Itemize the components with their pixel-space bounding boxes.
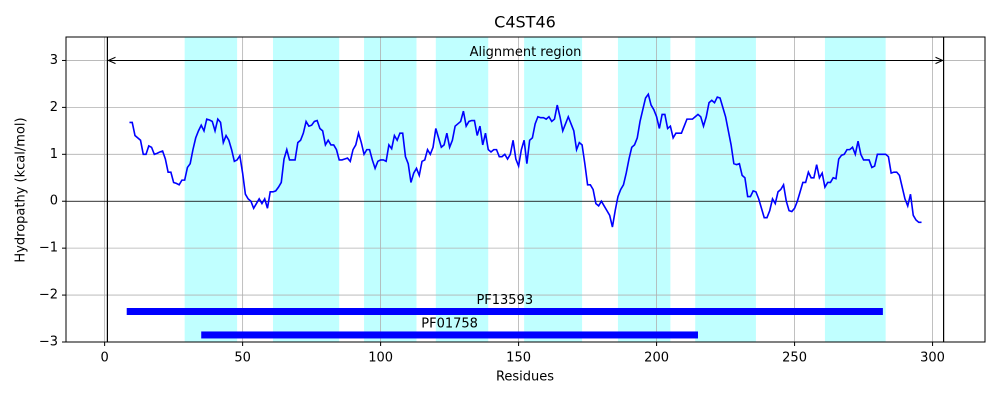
x-tick-label: 0 bbox=[100, 351, 108, 366]
domain-bar bbox=[201, 331, 698, 339]
hydrophobic-region bbox=[272, 37, 340, 342]
hydrophobic-region bbox=[824, 37, 886, 342]
chart-title: C4ST46 bbox=[494, 13, 556, 32]
hydrophobic-region bbox=[184, 37, 238, 342]
x-tick-label: 50 bbox=[234, 351, 251, 366]
y-tick-label: −2 bbox=[39, 288, 58, 303]
alignment-label: Alignment region bbox=[470, 45, 582, 60]
domain-label: PF01758 bbox=[421, 316, 478, 331]
y-tick-label: 3 bbox=[50, 53, 58, 68]
y-tick-label: −3 bbox=[39, 335, 58, 350]
domain-bar bbox=[126, 308, 883, 315]
x-tick-label: 250 bbox=[782, 351, 807, 366]
hydrophobic-region bbox=[435, 37, 489, 342]
y-tick-label: 1 bbox=[50, 147, 58, 162]
x-tick-label: 100 bbox=[368, 351, 393, 366]
hydrophobic-region bbox=[364, 37, 417, 342]
x-axis-label: Residues bbox=[496, 370, 554, 385]
axes-frame bbox=[65, 36, 986, 343]
y-axis-label: Hydropathy (kcal/mol) bbox=[14, 117, 29, 262]
hydrophobic-region bbox=[524, 37, 583, 342]
x-tick-label: 200 bbox=[644, 351, 669, 366]
domain-label: PF13593 bbox=[476, 293, 533, 308]
plot-area bbox=[66, 37, 985, 342]
hydropathy-line bbox=[129, 92, 922, 228]
x-tick-label: 300 bbox=[920, 351, 945, 366]
y-tick-label: −1 bbox=[39, 241, 58, 256]
y-tick-label: 2 bbox=[50, 100, 58, 115]
hydrophobic-region bbox=[617, 37, 671, 342]
y-tick-label: 0 bbox=[50, 194, 58, 209]
x-tick-label: 150 bbox=[506, 351, 531, 366]
